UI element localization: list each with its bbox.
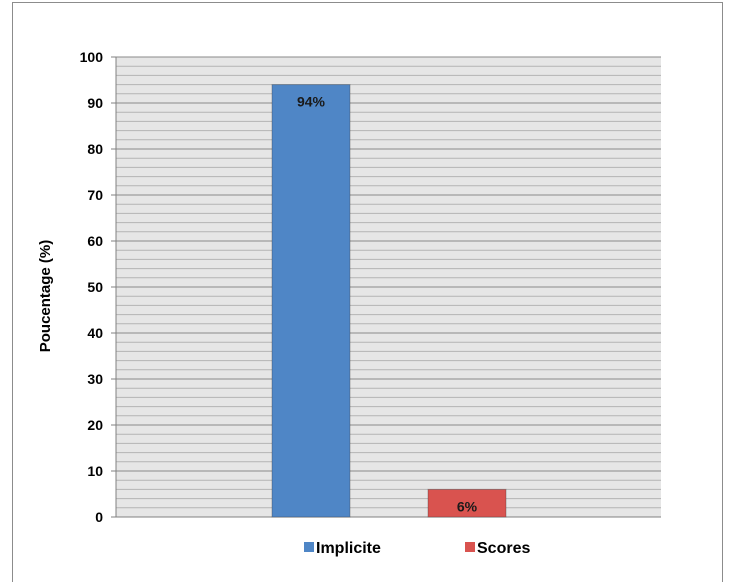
- gridlines: [116, 56, 661, 518]
- y-tick-label: 50: [87, 279, 103, 295]
- chart-frame: [12, 2, 723, 582]
- data-labels: 94% 6%: [297, 94, 478, 515]
- y-tick-label: 30: [87, 371, 103, 387]
- legend: Implicite Scores: [304, 540, 530, 557]
- data-label-implicite: 94%: [297, 94, 326, 110]
- y-tick-labels: 0 10 20 30 40 50 60 70 80 90 100: [80, 49, 116, 525]
- y-tick-label: 40: [87, 325, 103, 341]
- y-tick-label: 80: [87, 141, 103, 157]
- data-label-scores: 6%: [457, 498, 478, 514]
- y-tick-label: 100: [80, 49, 104, 65]
- legend-label-scores: Scores: [477, 540, 530, 557]
- y-tick-label: 60: [87, 233, 103, 249]
- y-tick-label: 70: [87, 187, 103, 203]
- y-tick-label: 10: [87, 463, 103, 479]
- legend-swatch-implicite: [304, 542, 314, 552]
- legend-swatch-scores: [465, 542, 475, 552]
- y-axis-title: Poucentage (%): [37, 240, 54, 353]
- bar-implicite: [271, 84, 351, 518]
- y-tick-label: 0: [95, 509, 103, 525]
- bars: [271, 84, 507, 518]
- y-tick-label: 20: [87, 417, 103, 433]
- legend-label-implicite: Implicite: [316, 540, 381, 557]
- bar-scores: [427, 488, 507, 518]
- y-tick-label: 90: [87, 95, 103, 111]
